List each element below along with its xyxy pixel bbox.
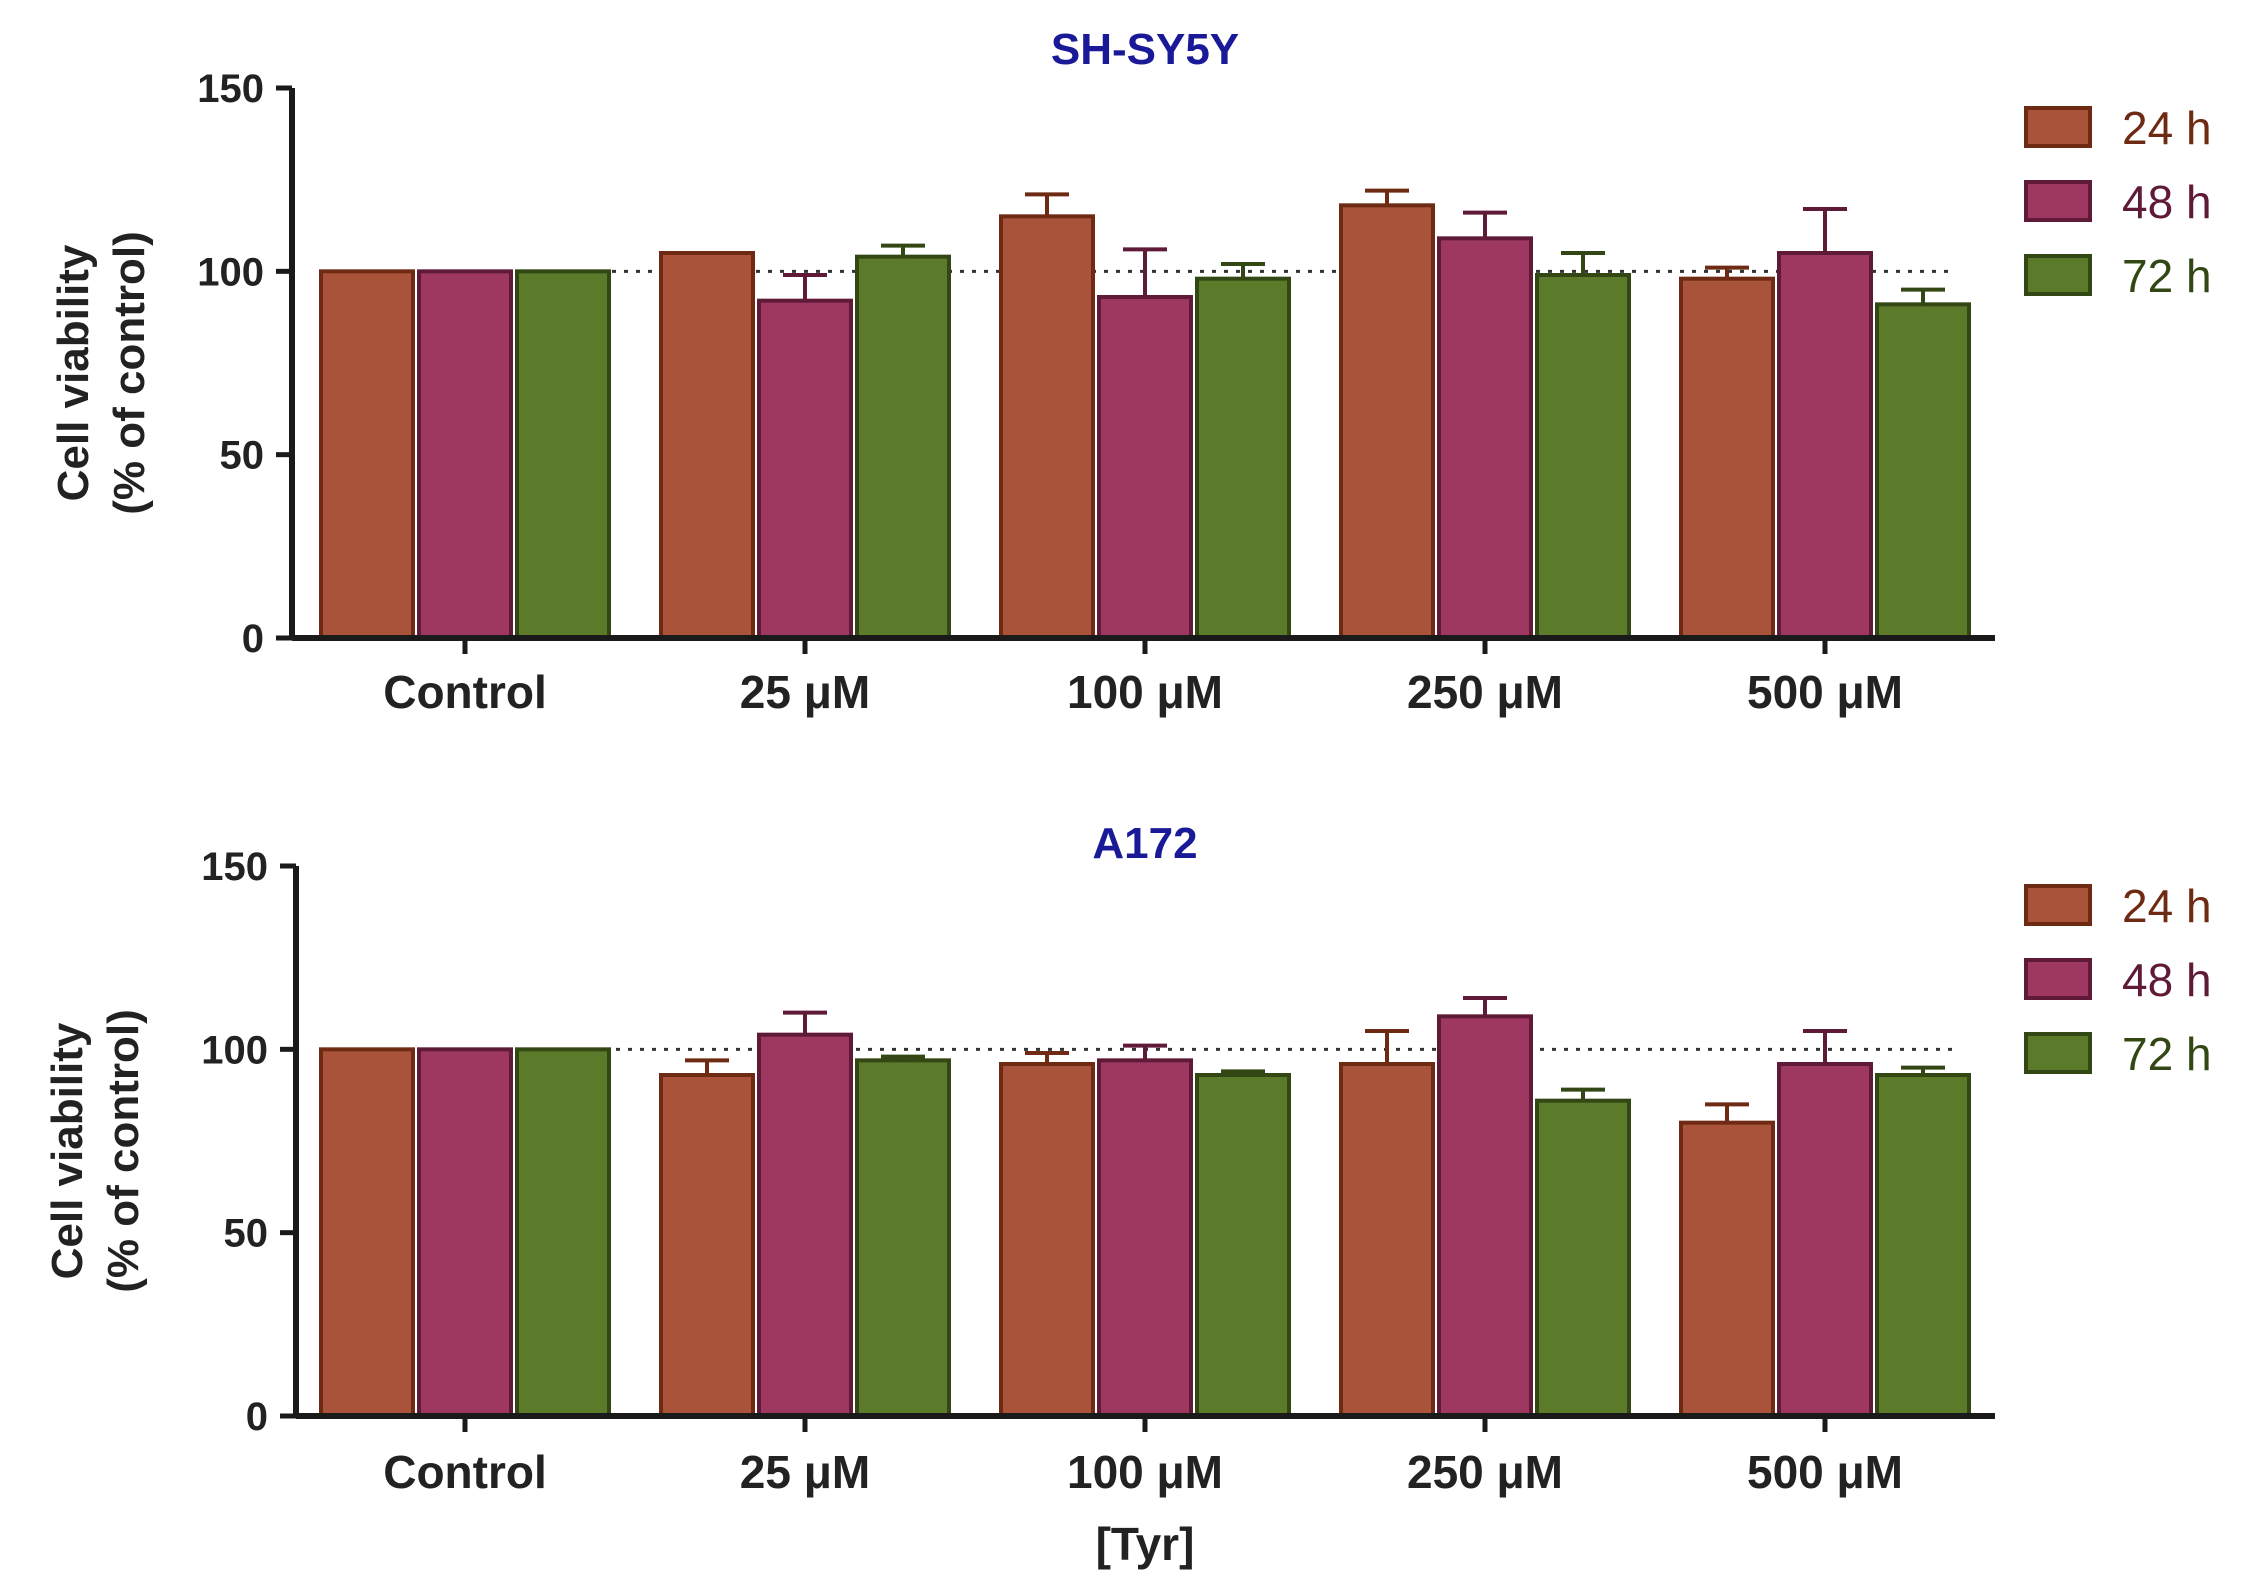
bar-0-24h: [319, 269, 415, 640]
legend-label: 72 h: [2122, 1028, 2212, 1080]
bar-0-24h: [319, 1047, 415, 1419]
bar-1-48h: [757, 298, 853, 640]
legend-swatch: [2024, 1032, 2092, 1074]
bar-3-24h: [1339, 203, 1435, 640]
y-axis-label-line2: (% of control): [105, 231, 154, 515]
bar-4-48h: [1777, 251, 1873, 640]
y-axis-label: Cell viability (% of control): [43, 1009, 148, 1293]
bar-2-24h: [999, 1062, 1095, 1418]
legend-swatch: [2024, 254, 2092, 296]
x-tick-label: 250 μM: [1407, 1446, 1563, 1498]
x-tick-label: Control: [383, 666, 547, 718]
x-axis-label: [Tyr]: [1096, 1518, 1195, 1570]
legend-swatch: [2024, 884, 2092, 926]
y-tick-label: 50: [220, 434, 265, 478]
legend-swatch: [2024, 958, 2092, 1000]
y-tick-label: 150: [201, 845, 268, 889]
y-tick-label: 0: [246, 1395, 268, 1439]
legend-label: 24 h: [2122, 880, 2212, 932]
bar-1-48h: [757, 1032, 853, 1418]
bar-0-48h: [417, 1047, 513, 1419]
bar-4-48h: [1777, 1062, 1873, 1418]
bar-2-24h: [999, 214, 1095, 640]
y-axis-label-line2: (% of control): [99, 1009, 148, 1293]
y-tick-label: 100: [201, 1028, 268, 1072]
y-axis-label: Cell viability (% of control): [49, 231, 154, 515]
x-tick-label: 500 μM: [1747, 1446, 1903, 1498]
bar-3-24h: [1339, 1062, 1435, 1418]
x-tick-label: 25 μM: [740, 1446, 870, 1498]
y-tick-label: 0: [242, 617, 264, 661]
legend-label: 48 h: [2122, 954, 2212, 1006]
x-tick-label: 500 μM: [1747, 666, 1903, 718]
bar-0-72h: [515, 269, 611, 640]
bar-3-48h: [1437, 1014, 1533, 1418]
legend-label: 24 h: [2122, 102, 2212, 154]
x-tick-label: 100 μM: [1067, 666, 1223, 718]
y-tick-label: 50: [224, 1212, 269, 1256]
chart-title: SH-SY5Y: [1051, 25, 1239, 74]
bar-1-72h: [855, 254, 951, 640]
bar-4-72h: [1875, 1073, 1971, 1418]
bar-3-72h: [1535, 273, 1631, 640]
legend-swatch: [2024, 106, 2092, 148]
y-axis-label-line1: Cell viability: [43, 1022, 92, 1279]
bar-3-48h: [1437, 236, 1533, 640]
bar-0-72h: [515, 1047, 611, 1419]
y-axis-label-line1: Cell viability: [49, 244, 98, 501]
chart-panel-a172: A172 Cell viability (% of control) 0 50 100 15…: [43, 819, 2212, 1570]
bar-4-24h: [1679, 1120, 1775, 1418]
bar-2-72h: [1195, 276, 1291, 640]
legend-label: 48 h: [2122, 176, 2212, 228]
bar-2-48h: [1097, 1058, 1193, 1419]
bar-4-72h: [1875, 302, 1971, 640]
bar-1-24h: [659, 1073, 755, 1418]
x-tick-label: 25 μM: [740, 666, 870, 718]
legend-label: 72 h: [2122, 250, 2212, 302]
chart-title: A172: [1092, 819, 1197, 868]
y-tick-label: 150: [197, 67, 264, 111]
bar-1-24h: [659, 251, 755, 640]
bar-3-72h: [1535, 1098, 1631, 1418]
bar-2-48h: [1097, 295, 1193, 640]
chart-panel-sh-sy5y: SH-SY5Y Cell viability (% of control) 0 50 10…: [49, 25, 2212, 718]
bar-4-24h: [1679, 276, 1775, 640]
x-tick-label: 250 μM: [1407, 666, 1563, 718]
x-tick-label: Control: [383, 1446, 547, 1498]
bar-1-72h: [855, 1058, 951, 1419]
bar-0-48h: [417, 269, 513, 640]
bar-2-72h: [1195, 1073, 1291, 1418]
legend-swatch: [2024, 180, 2092, 222]
x-tick-label: 100 μM: [1067, 1446, 1223, 1498]
y-tick-label: 100: [197, 250, 264, 294]
